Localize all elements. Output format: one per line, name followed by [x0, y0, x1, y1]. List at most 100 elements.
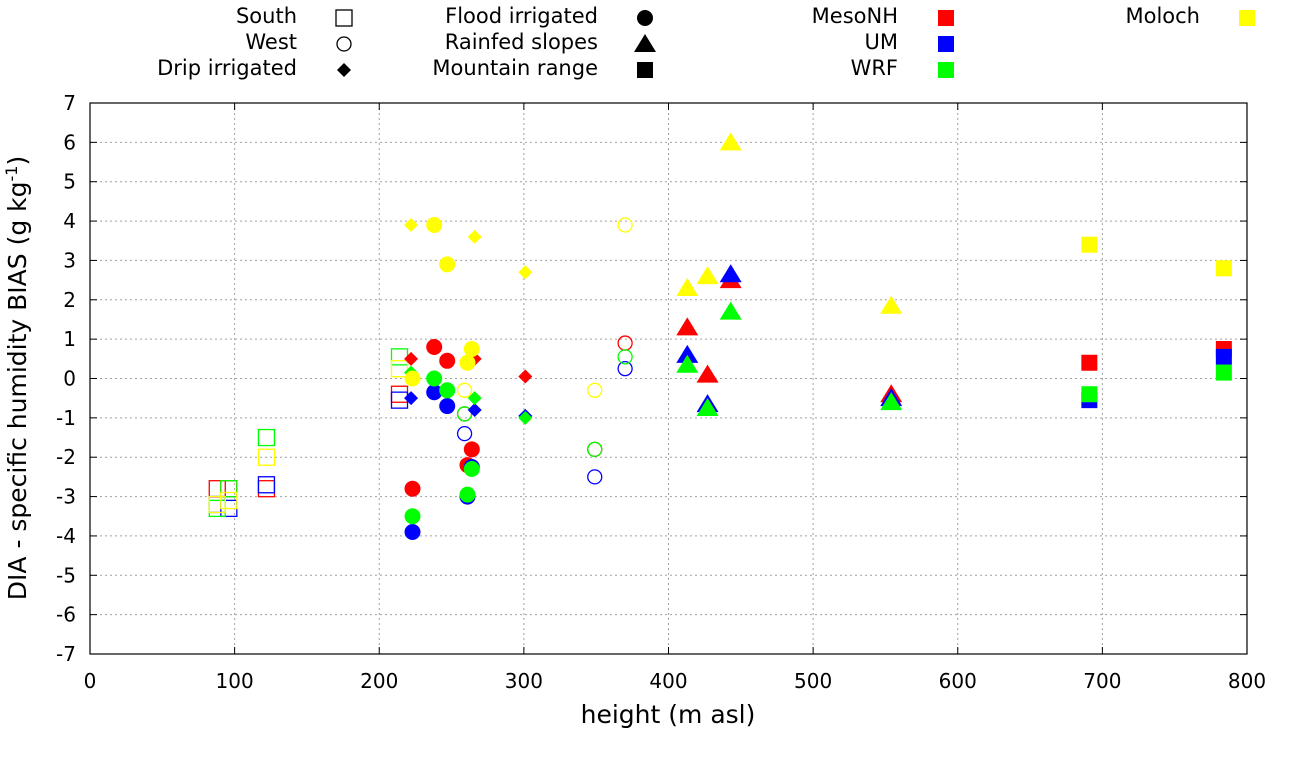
series-moloch-mountain-range [1081, 236, 1232, 277]
data-point [518, 369, 533, 384]
data-point [220, 491, 238, 510]
x-tick-label: 700 [1083, 669, 1121, 693]
data-point [676, 354, 699, 373]
data-point [456, 382, 473, 398]
y-tick-label: -2 [56, 445, 76, 469]
data-point [404, 480, 421, 497]
data-point [676, 344, 699, 363]
marks-layer [208, 132, 1232, 540]
series-wrf-drip-irrigated [404, 365, 533, 425]
x-tick-label: 400 [649, 669, 687, 693]
data-point [257, 448, 276, 466]
y-axis-title-sup: -1 [2, 166, 21, 182]
series-mesonh-flood-irrigated [404, 339, 480, 497]
data-point [587, 469, 603, 485]
data-point [1081, 386, 1098, 403]
legend-label: Rainfed slopes [445, 30, 598, 54]
series-moloch-west [456, 217, 633, 398]
data-point [617, 217, 633, 233]
data-point [404, 508, 421, 525]
x-tick-label: 500 [794, 669, 832, 693]
y-tick-label: 1 [63, 327, 76, 351]
y-tick-label: -4 [56, 524, 76, 548]
data-point [518, 410, 533, 425]
series-mesonh-rainfed-slopes [676, 270, 903, 403]
grid-layer [90, 103, 1247, 654]
data-point [676, 277, 699, 296]
data-point [463, 441, 480, 458]
data-point [390, 391, 409, 409]
data-point [696, 398, 719, 417]
series-um-south [208, 391, 409, 518]
data-point [1215, 260, 1232, 277]
series-mesonh-mountain-range [1081, 340, 1232, 371]
data-point [463, 340, 480, 357]
data-point [587, 441, 603, 457]
y-axis-title-close: ) [3, 156, 32, 166]
data-point [696, 364, 719, 383]
data-point [1215, 364, 1232, 381]
legend-marker [337, 63, 351, 77]
data-point [456, 406, 473, 422]
data-point [696, 266, 719, 285]
data-point [439, 352, 456, 369]
data-point [719, 264, 742, 283]
x-tick-label: 300 [505, 669, 543, 693]
legend-marker [335, 9, 353, 27]
legend-marker [634, 34, 656, 52]
legend-label: UM [865, 30, 899, 54]
data-point [467, 229, 482, 244]
data-point [404, 218, 419, 233]
data-point [518, 265, 533, 280]
legend-label: West [245, 30, 297, 54]
data-point [257, 476, 276, 494]
data-point [459, 486, 476, 503]
data-point [208, 480, 226, 498]
legend-color-swatch [938, 62, 954, 78]
data-point [404, 370, 421, 387]
x-tick-label: 0 [84, 669, 97, 693]
data-point [880, 392, 903, 411]
data-point [467, 391, 482, 406]
data-point [719, 132, 742, 151]
data-point [880, 295, 903, 314]
data-point [456, 425, 473, 442]
y-tick-label: 7 [63, 91, 76, 115]
series-um-rainfed-slopes [676, 264, 903, 413]
y-tick-label: 6 [63, 130, 76, 154]
y-tick-label: -5 [56, 563, 76, 587]
y-axis-title: DIA - specific humidity BIAS (g kg-1) [2, 156, 32, 600]
data-point [257, 428, 276, 447]
legend-label: Moloch [1125, 4, 1200, 28]
y-tick-label: 5 [63, 170, 76, 194]
data-point [439, 256, 456, 273]
y-tick-label: -7 [56, 642, 76, 666]
data-point [617, 335, 633, 351]
ticks-layer: 0 100 200 300 400 500 600 700 800 -7 -6 -5 -4 -3 -2 -1 0… [56, 91, 1266, 693]
legend-color-swatch [1239, 10, 1255, 26]
series-mesonh-west [456, 335, 633, 457]
series-wrf-south [208, 348, 409, 518]
data-point [1081, 354, 1098, 371]
legend-marker [336, 36, 352, 52]
series-moloch-south [208, 360, 409, 514]
y-tick-label: 2 [63, 288, 76, 312]
x-tick-label: 200 [360, 669, 398, 693]
legend-label: Mountain range [432, 56, 598, 80]
data-point [1081, 236, 1098, 253]
data-point [257, 480, 276, 498]
series-moloch-drip-irrigated [404, 218, 533, 280]
legend-label: Flood irrigated [445, 4, 598, 28]
series-wrf-flood-irrigated [404, 370, 480, 525]
series-wrf-west [456, 349, 633, 457]
data-point [404, 351, 419, 366]
data-point [208, 495, 226, 514]
y-tick-label: -6 [56, 603, 76, 627]
series-wrf-rainfed-slopes [676, 301, 903, 417]
series-wrf-mountain-range [1081, 364, 1232, 403]
data-point [208, 495, 226, 514]
x-axis-title: height (m asl) [581, 700, 756, 729]
y-tick-label: 0 [63, 367, 76, 391]
